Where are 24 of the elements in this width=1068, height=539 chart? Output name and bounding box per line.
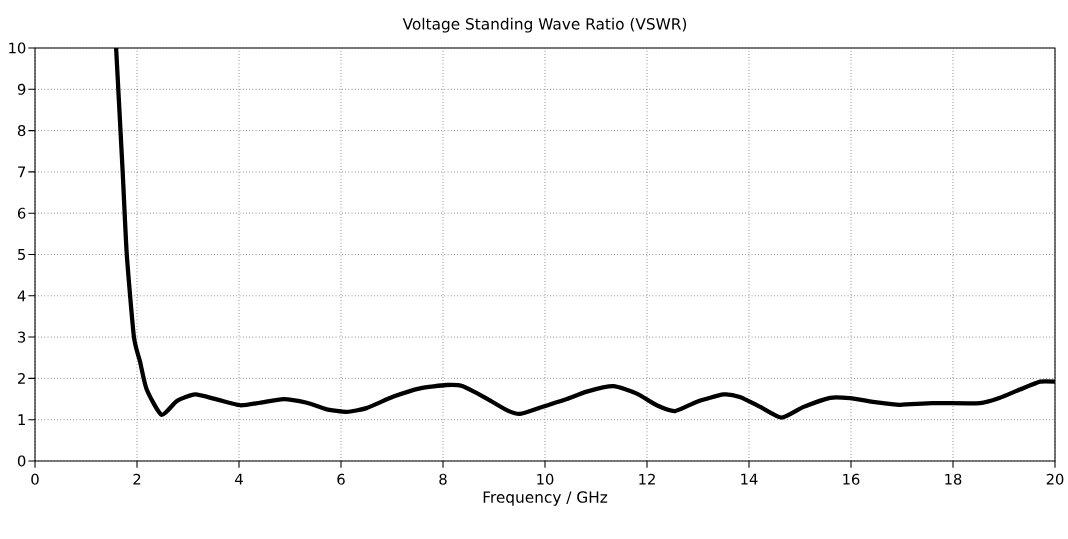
x-tick-label: 12 bbox=[639, 473, 655, 485]
y-tick-label: 10 bbox=[9, 42, 26, 54]
x-tick-label: 0 bbox=[31, 473, 39, 485]
y-tick-label: 3 bbox=[18, 331, 26, 343]
y-tick-label: 2 bbox=[18, 372, 25, 384]
y-tick-label: 7 bbox=[18, 166, 26, 178]
x-tick-label: 14 bbox=[741, 473, 758, 485]
y-tick-label: 4 bbox=[17, 290, 26, 302]
x-tick-label: 2 bbox=[133, 473, 141, 485]
x-tick-label: 4 bbox=[235, 473, 243, 485]
y-tick-label: 6 bbox=[17, 207, 26, 219]
y-tick-label: 0 bbox=[17, 455, 26, 467]
y-tick-label: 5 bbox=[18, 249, 26, 260]
y-tick-label: 1 bbox=[18, 414, 25, 426]
y-tick-label: 8 bbox=[17, 125, 26, 137]
x-tick-label: 8 bbox=[439, 473, 447, 485]
x-tick-label: 10 bbox=[537, 473, 554, 485]
x-tick-label: 16 bbox=[843, 473, 860, 485]
x-tick-label: 18 bbox=[945, 473, 962, 485]
x-axis-title: Frequency / GHz bbox=[483, 491, 608, 506]
x-tick-label: 20 bbox=[1046, 473, 1064, 485]
y-tick-label: 9 bbox=[17, 83, 26, 95]
x-tick-label: 6 bbox=[337, 473, 345, 485]
chart-title: Voltage Standing Wave Ratio (VSWR) bbox=[402, 17, 687, 33]
